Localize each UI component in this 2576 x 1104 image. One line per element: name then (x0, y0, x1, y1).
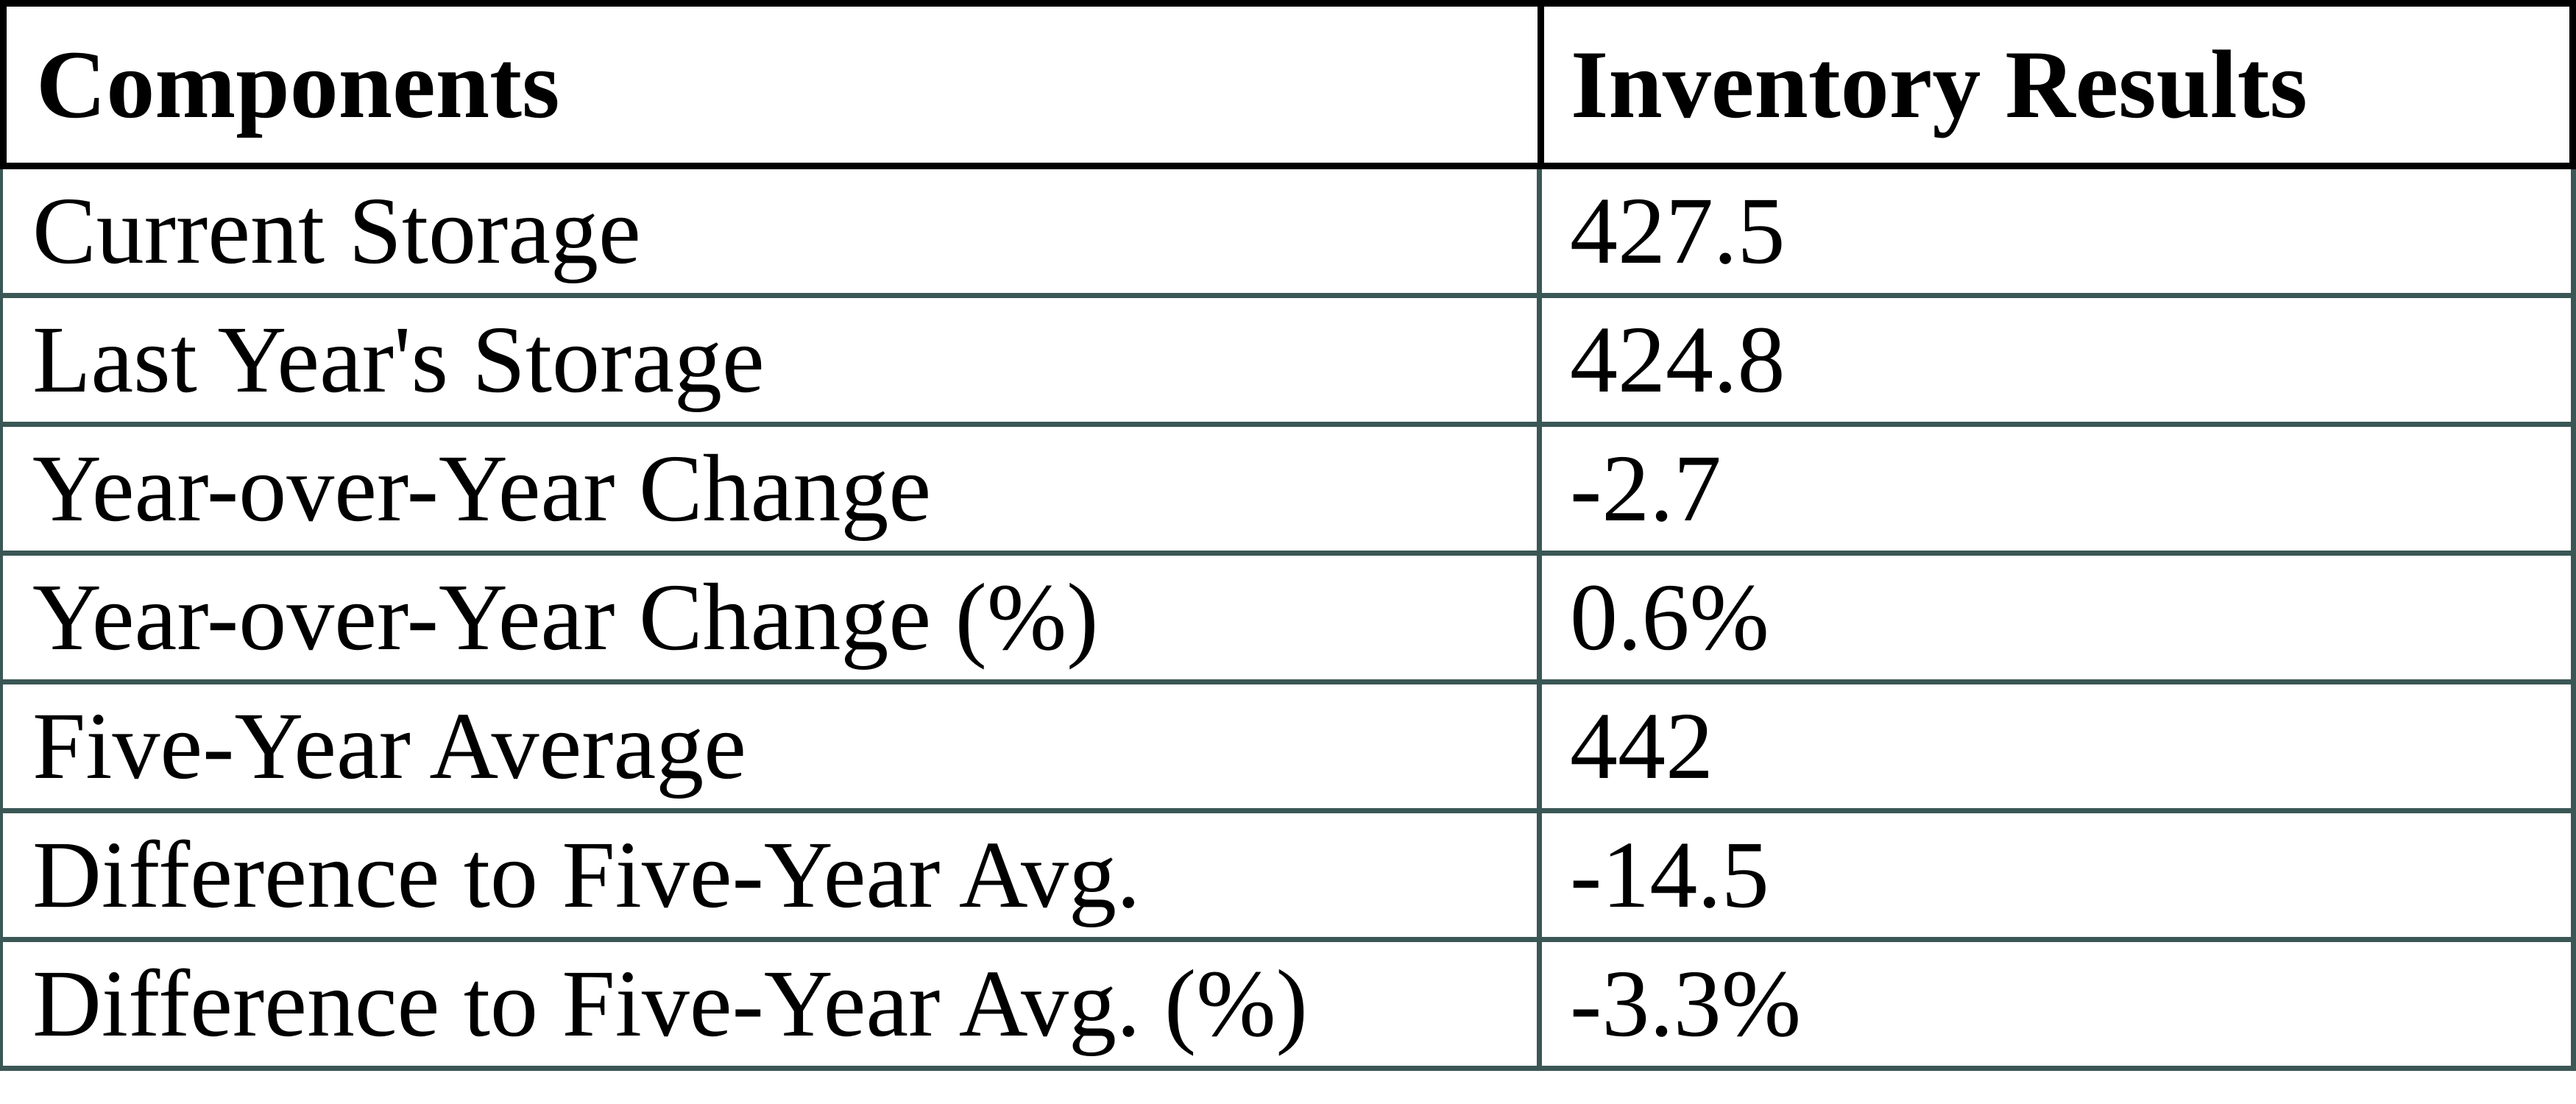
value-text: -14.5 (1570, 822, 1769, 928)
value-cell: -3.3% (1542, 942, 2571, 1066)
table-row: Difference to Five-Year Avg. (%) -3.3% (3, 942, 2571, 1071)
header-cell-inventory-results: Inventory Results (1544, 7, 2569, 163)
component-label: Last Year's Storage (32, 307, 765, 413)
value-cell: 424.8 (1542, 298, 2571, 422)
value-text: -3.3% (1570, 951, 1802, 1057)
component-label: Difference to Five-Year Avg. (32, 822, 1141, 928)
table-header-row: Components Inventory Results (0, 0, 2576, 169)
value-cell: 442 (1542, 684, 2571, 808)
value-text: 427.5 (1570, 178, 1786, 284)
value-text: 424.8 (1570, 307, 1786, 413)
table-row: Year-over-Year Change -2.7 (3, 427, 2571, 556)
component-label: Five-Year Average (32, 693, 746, 799)
component-label: Difference to Five-Year Avg. (%) (32, 951, 1308, 1057)
component-cell: Year-over-Year Change (%) (3, 556, 1542, 679)
value-text: 0.6% (1570, 565, 1769, 670)
value-text: -2.7 (1570, 436, 1722, 542)
header-label-components: Components (36, 30, 560, 138)
component-label: Year-over-Year Change (%) (32, 565, 1099, 670)
component-cell: Five-Year Average (3, 684, 1542, 808)
header-label-inventory-results: Inventory Results (1571, 30, 2308, 138)
table-row: Last Year's Storage 424.8 (3, 298, 2571, 427)
value-cell: -14.5 (1542, 813, 2571, 937)
inventory-table: Components Inventory Results Current Sto… (0, 0, 2576, 1071)
table-row: Five-Year Average 442 (3, 684, 2571, 813)
component-cell: Last Year's Storage (3, 298, 1542, 422)
component-label: Current Storage (32, 178, 641, 284)
value-cell: 427.5 (1542, 169, 2571, 293)
value-text: 442 (1570, 693, 1713, 799)
table-body: Current Storage 427.5 Last Year's Storag… (0, 169, 2576, 1071)
component-cell: Difference to Five-Year Avg. (%) (3, 942, 1542, 1066)
component-label: Year-over-Year Change (32, 436, 932, 542)
table-row: Current Storage 427.5 (3, 169, 2571, 298)
header-cell-components: Components (7, 7, 1544, 163)
component-cell: Difference to Five-Year Avg. (3, 813, 1542, 937)
component-cell: Current Storage (3, 169, 1542, 293)
value-cell: -2.7 (1542, 427, 2571, 551)
table-row: Year-over-Year Change (%) 0.6% (3, 556, 2571, 684)
value-cell: 0.6% (1542, 556, 2571, 679)
component-cell: Year-over-Year Change (3, 427, 1542, 551)
table-row: Difference to Five-Year Avg. -14.5 (3, 813, 2571, 942)
